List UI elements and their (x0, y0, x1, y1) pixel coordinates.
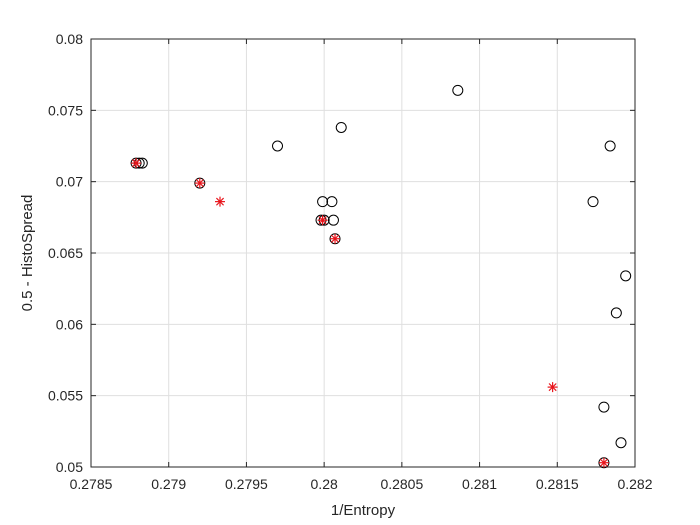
y-tick-label: 0.065 (48, 245, 83, 261)
circle-marker (452, 84, 464, 96)
asterisk-marker (330, 233, 341, 244)
asterisk-marker (317, 215, 328, 226)
grid (90, 38, 636, 468)
asterisk-marker (131, 158, 142, 169)
y-tick-label: 0.06 (56, 316, 83, 332)
y-tick-label: 0.08 (56, 31, 83, 47)
circle-marker (272, 140, 284, 152)
circle-marker (587, 196, 599, 208)
y-axis-label: 0.5 - HistoSpread (19, 195, 36, 312)
x-tick-label: 0.2795 (225, 476, 268, 492)
x-tick-label: 0.2785 (70, 476, 113, 492)
circle-marker (326, 196, 338, 208)
circle-marker (615, 437, 627, 449)
x-tick-label: 0.282 (617, 476, 652, 492)
x-tick-label: 0.281 (462, 476, 497, 492)
x-tick-label: 0.279 (151, 476, 186, 492)
asterisk-marker (598, 457, 609, 468)
x-tick-label: 0.28 (311, 476, 338, 492)
data-markers (130, 84, 632, 469)
y-tick-label: 0.05 (56, 459, 83, 475)
circle-marker (610, 307, 622, 319)
circle-marker (598, 401, 610, 413)
x-tick-label: 0.2805 (380, 476, 423, 492)
y-tick-label: 0.055 (48, 388, 83, 404)
asterisk-marker (215, 196, 226, 207)
circle-marker (335, 121, 347, 133)
circle-marker (327, 214, 339, 226)
asterisk-marker (547, 382, 558, 393)
circle-marker (604, 140, 616, 152)
y-tick-label: 0.075 (48, 102, 83, 118)
tick-labels: 0.2785 0.279 0.2795 0.28 0.2805 0.281 0.2815 0.… (48, 31, 653, 492)
asterisk-marker (194, 178, 205, 189)
x-tick-label: 0.2815 (536, 476, 579, 492)
x-axis-label: 1/Entropy (331, 502, 396, 519)
y-tick-label: 0.07 (56, 174, 83, 190)
circle-marker (317, 196, 329, 208)
axis-ticks (90, 38, 636, 468)
circle-marker (620, 270, 632, 282)
